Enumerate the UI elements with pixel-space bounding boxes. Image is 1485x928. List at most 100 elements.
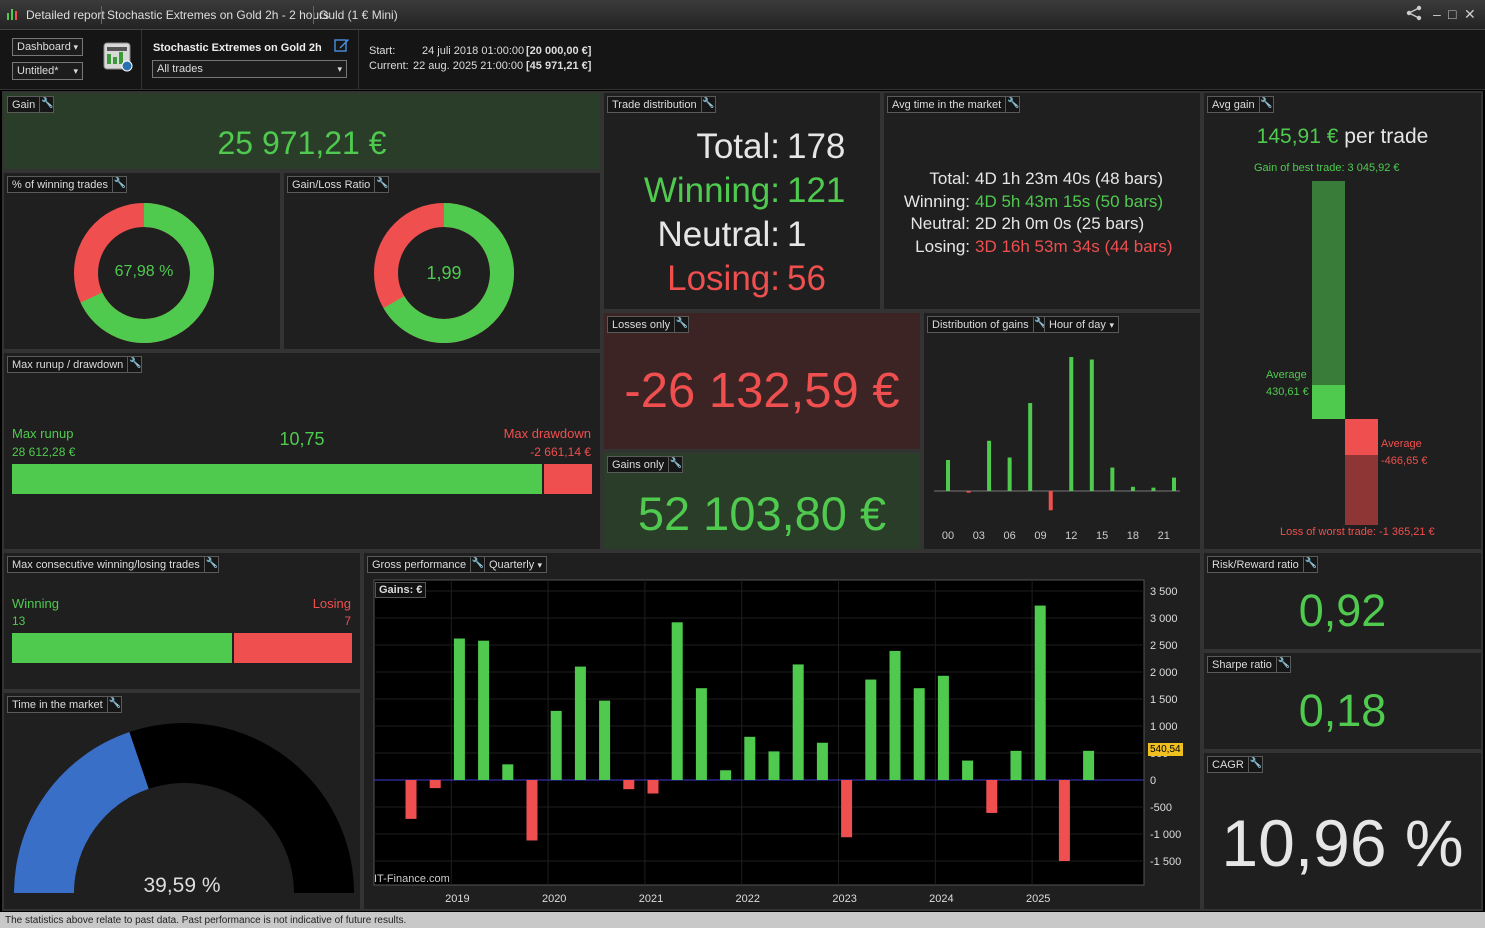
distribution-chart: 00 03 06 09 12 15 18 21 <box>934 357 1180 542</box>
gross-bar <box>768 751 780 780</box>
tab-instrument[interactable]: Guld (1 € Mini) <box>319 8 398 22</box>
report-toolbar: Dashboard ▾ Untitled* ▾ Stochastic Extreme… <box>0 30 1485 90</box>
avg-loss-bar <box>1345 418 1378 455</box>
distribution-bar <box>1089 359 1094 491</box>
minimize-icon[interactable]: – <box>1433 6 1441 22</box>
layout-select-value: Untitled* <box>17 65 59 77</box>
distribution-tick-label: 12 <box>1065 530 1077 542</box>
gross-bar <box>405 780 417 819</box>
distribution-bar <box>1110 467 1115 491</box>
winning-value: 121 <box>787 171 846 210</box>
sharpe-value: 0,18 <box>1298 685 1387 736</box>
distribution-mode-select[interactable]: Hour of day ▾ <box>1044 316 1119 333</box>
gross-bar <box>889 650 901 780</box>
wrench-icon[interactable]: 🔧 <box>106 697 122 712</box>
distribution-tick-label: 18 <box>1127 530 1139 542</box>
gross-bar <box>526 780 538 841</box>
gain-panel: Gain 🔧 25 971,21 € <box>2 91 602 171</box>
trades-filter-select[interactable]: All trades ▾ <box>152 60 347 78</box>
avg-win-label: Average <box>1266 369 1307 381</box>
distribution-tick-label: 15 <box>1096 530 1108 542</box>
distribution-bar <box>1007 457 1012 491</box>
gain-loss-donut <box>374 203 514 343</box>
gross-bar <box>744 736 756 780</box>
panel-title: Gains only <box>612 459 664 471</box>
tab-strategy[interactable]: Stochastic Extremes on Gold 2h - 2 hours <box>107 8 330 22</box>
view-select[interactable]: Dashboard ▾ <box>12 38 83 56</box>
panel-header: % of winning trades 🔧 <box>7 176 127 193</box>
gross-y-tick-label: 2 500 <box>1150 640 1178 652</box>
distribution-bar <box>1028 403 1033 491</box>
share-icon[interactable] <box>1406 5 1422 24</box>
gross-y-tick-label: 0 <box>1150 775 1156 787</box>
wrench-icon[interactable]: 🔧 <box>112 177 127 192</box>
gross-bar <box>671 622 683 780</box>
total-value: 178 <box>787 127 846 166</box>
period-select[interactable]: Quarterly ▾ <box>484 556 547 573</box>
distribution-mode-value: Hour of day <box>1049 319 1106 331</box>
distribution-tick-label: 03 <box>973 530 985 542</box>
wrench-icon[interactable]: 🔧 <box>203 557 219 572</box>
report-settings-icon[interactable] <box>102 41 134 73</box>
drawdown-bar <box>543 464 592 494</box>
layout-select[interactable]: Untitled* ▾ <box>12 62 83 80</box>
wrench-icon[interactable]: 🔧 <box>1275 657 1291 672</box>
neutral-label: Neutral: <box>657 215 780 254</box>
edit-strategy-icon[interactable] <box>334 37 350 56</box>
wrench-icon[interactable]: 🔧 <box>39 97 54 112</box>
footer-disclaimer: The statistics above relate to past data… <box>0 912 1485 928</box>
panel-title: Avg gain <box>1212 99 1255 111</box>
wrench-icon[interactable]: 🔧 <box>470 557 485 572</box>
gross-bar <box>1034 605 1046 780</box>
donut-winning-arc <box>74 203 214 343</box>
gross-plot-area <box>373 579 1145 886</box>
wrench-icon[interactable]: 🔧 <box>1247 757 1263 772</box>
chevron-down-icon: ▾ <box>537 560 542 570</box>
avg-losing-value: 3D 16h 53m 34s (44 bars) <box>975 236 1173 256</box>
wrench-icon[interactable]: 🔧 <box>667 457 683 472</box>
risk-reward-panel: Risk/Reward ratio 🔧 0,92 <box>1202 551 1483 651</box>
panel-title: Trade distribution <box>612 99 697 111</box>
maximize-icon[interactable]: □ <box>1448 6 1457 22</box>
tab-detailed-report[interactable]: Detailed report <box>26 8 105 22</box>
distribution-bar <box>946 460 950 491</box>
avg-win-value: 430,61 € <box>1266 386 1309 398</box>
last-value-tag: 540,54 <box>1148 742 1183 756</box>
wrench-icon[interactable]: 🔧 <box>1032 317 1048 332</box>
current-label: Current: <box>369 60 409 72</box>
panel-header: Gain 🔧 <box>7 96 55 113</box>
best-trade-label: Gain of best trade: 3 045,92 € <box>1254 162 1400 174</box>
time-in-market-panel: Time in the market 🔧 39,59 % <box>2 691 362 911</box>
sharpe-panel: Sharpe ratio 🔧 0,18 <box>1202 651 1483 751</box>
consecutive-losing-label: Losing <box>312 596 351 611</box>
wrench-icon[interactable]: 🔧 <box>1302 557 1318 572</box>
wrench-icon[interactable]: 🔧 <box>674 317 689 332</box>
wrench-icon[interactable]: 🔧 <box>127 357 142 372</box>
panel-title: Gain <box>12 99 36 111</box>
period-select-value: Quarterly <box>489 559 535 571</box>
panel-title: Gross performance <box>372 559 467 571</box>
wrench-icon[interactable]: 🔧 <box>1005 97 1020 112</box>
gross-y-tick-label: 3 000 <box>1150 613 1178 625</box>
view-select-value: Dashboard <box>17 41 71 53</box>
distribution-bar <box>1069 357 1074 491</box>
wrench-icon[interactable]: 🔧 <box>1258 97 1274 112</box>
panel-header: Gain/Loss Ratio 🔧 <box>287 176 390 193</box>
chart-app-icon <box>6 7 20 21</box>
panel-title: Max runup / drawdown <box>12 359 124 371</box>
runup-label: Max runup <box>12 426 74 441</box>
max-runup-panel: Max runup / drawdown 🔧 Max runup 28 612,2… <box>2 351 602 551</box>
wrench-icon[interactable]: 🔧 <box>374 177 389 192</box>
wrench-icon[interactable]: 🔧 <box>700 97 716 112</box>
total-label: Total: <box>696 127 780 166</box>
title-bar: Detailed report Stochastic Extremes on G… <box>0 0 1485 30</box>
panel-title: Gain/Loss Ratio <box>292 179 371 191</box>
close-icon[interactable]: ✕ <box>1464 6 1476 22</box>
panel-title: Losses only <box>612 319 671 331</box>
consecutive-winning-label: Winning <box>12 596 59 611</box>
max-consecutive-panel: Max consecutive winning/losing trades 🔧 W… <box>2 551 362 691</box>
watermark: IT-Finance.com <box>374 873 450 885</box>
distribution-bar <box>1048 491 1053 511</box>
distribution-bar <box>1130 486 1135 491</box>
distribution-bar <box>966 491 971 493</box>
